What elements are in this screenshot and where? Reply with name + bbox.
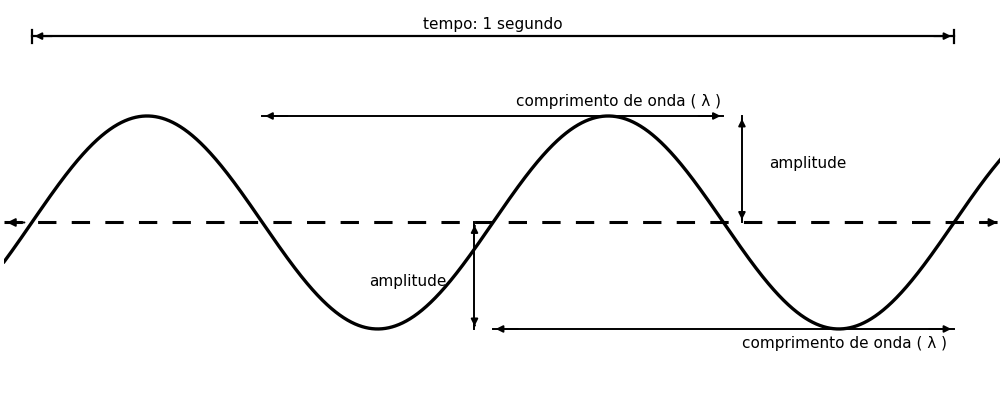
- Text: tempo: 1 segundo: tempo: 1 segundo: [423, 17, 563, 32]
- Text: amplitude: amplitude: [370, 273, 447, 289]
- Text: amplitude: amplitude: [769, 157, 847, 171]
- Text: comprimento de onda ( λ ): comprimento de onda ( λ ): [516, 93, 721, 109]
- Text: comprimento de onda ( λ ): comprimento de onda ( λ ): [742, 337, 947, 351]
